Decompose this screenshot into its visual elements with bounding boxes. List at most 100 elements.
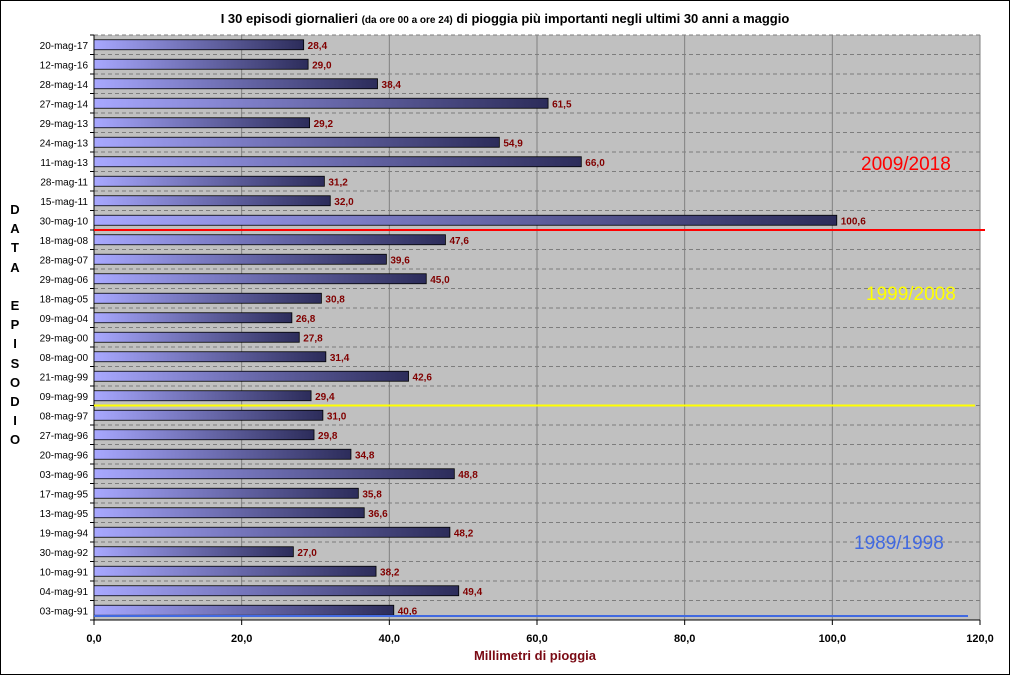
value-label: 47,6	[449, 236, 469, 247]
y-axis-label-letter: A	[10, 259, 20, 275]
value-label: 31,2	[328, 177, 348, 188]
category-label: 04-mag-91	[40, 587, 89, 598]
category-label: 17-mag-95	[40, 489, 89, 500]
bar	[93, 78, 378, 90]
value-label: 61,5	[552, 99, 572, 110]
category-label: 29-mag-00	[40, 333, 89, 344]
x-tick-label: 120,0	[966, 633, 994, 645]
bar	[93, 526, 451, 538]
category-label: 19-mag-94	[40, 528, 89, 539]
value-label: 28,4	[308, 41, 328, 52]
y-axis-label-letter	[7, 277, 23, 296]
x-axis-label: Millimetri di pioggia	[473, 648, 597, 663]
category-label: 03-mag-91	[40, 606, 89, 617]
category-label: 28-mag-07	[40, 255, 89, 266]
value-label: 31,0	[327, 411, 347, 422]
bar	[93, 234, 446, 246]
bar	[93, 136, 500, 148]
value-label: 48,8	[458, 470, 478, 481]
y-axis-label-letter: O	[9, 432, 21, 448]
bar	[93, 292, 322, 304]
value-label: 36,6	[368, 509, 388, 520]
x-tick-label: 40,0	[379, 633, 400, 645]
x-tick-label: 20,0	[231, 633, 252, 645]
bar	[93, 351, 327, 363]
bar	[93, 331, 300, 343]
bar	[93, 117, 310, 129]
value-label: 29,0	[312, 60, 332, 71]
value-label: 29,4	[315, 392, 335, 403]
value-label: 66,0	[585, 158, 605, 169]
bar	[93, 214, 838, 226]
category-label: 08-mag-00	[40, 353, 89, 364]
bar	[93, 97, 549, 109]
bar	[93, 546, 294, 558]
value-label: 34,8	[355, 450, 375, 461]
value-label: 54,9	[503, 138, 523, 149]
bar	[93, 487, 359, 499]
value-label: 29,2	[314, 119, 334, 130]
value-label: 45,0	[430, 275, 450, 286]
value-label: 38,4	[382, 80, 402, 91]
value-label: 35,8	[362, 489, 382, 500]
category-label: 30-mag-92	[40, 548, 89, 559]
x-tick-label: 60,0	[526, 633, 547, 645]
bar	[93, 39, 305, 51]
bar	[93, 58, 309, 70]
chart-title: I 30 episodi giornalieri (da ore 00 a or…	[220, 11, 790, 26]
bar	[93, 273, 427, 285]
category-label: 15-mag-11	[40, 197, 88, 208]
category-label: 29-mag-06	[40, 275, 89, 286]
category-label: 30-mag-10	[40, 216, 89, 227]
bar	[93, 156, 582, 168]
y-axis-label-letter: I	[13, 413, 17, 429]
value-label: 32,0	[334, 197, 354, 208]
category-label: 24-mag-13	[40, 138, 89, 149]
category-label: 28-mag-11	[40, 177, 88, 188]
category-label: 27-mag-96	[40, 431, 89, 442]
category-label: 08-mag-97	[40, 411, 89, 422]
value-label: 26,8	[296, 314, 316, 325]
category-label: 18-mag-05	[40, 294, 89, 305]
category-label: 27-mag-14	[40, 99, 89, 110]
category-label: 20-mag-96	[40, 450, 89, 461]
bar	[93, 312, 293, 324]
y-axis-label-letter: S	[10, 355, 20, 371]
value-label: 38,2	[380, 567, 400, 578]
bar	[93, 195, 331, 207]
category-label: 10-mag-91	[40, 567, 89, 578]
bar	[93, 604, 395, 616]
value-label: 100,6	[841, 216, 866, 227]
bar	[93, 429, 315, 441]
x-tick-label: 100,0	[819, 633, 847, 645]
category-label: 12-mag-16	[40, 60, 89, 71]
category-label: 28-mag-14	[40, 80, 89, 91]
category-label: 20-mag-17	[40, 41, 89, 52]
bar	[93, 253, 387, 265]
value-label: 27,0	[297, 548, 317, 559]
value-label: 49,4	[463, 587, 483, 598]
bar	[93, 448, 352, 460]
y-axis-label-letter: I	[13, 336, 17, 352]
category-label: 09-mag-04	[40, 314, 89, 325]
bar	[93, 468, 455, 480]
category-label: 21-mag-99	[40, 372, 89, 383]
category-label: 03-mag-96	[40, 470, 89, 481]
bar	[93, 565, 377, 577]
value-label: 30,8	[325, 294, 345, 305]
bar	[93, 370, 409, 382]
bar	[93, 507, 365, 519]
period-label-1999-2008: 1999/2008	[866, 284, 956, 305]
x-tick-label: 0,0	[86, 633, 101, 645]
value-label: 39,6	[390, 255, 410, 266]
y-axis-label-letter: E	[10, 298, 20, 314]
value-label: 29,8	[318, 431, 338, 442]
y-axis-label-letter: A	[10, 221, 20, 237]
bar	[93, 409, 324, 421]
x-tick-label: 80,0	[674, 633, 695, 645]
value-label: 31,4	[330, 353, 350, 364]
bar	[93, 175, 325, 187]
category-label: 18-mag-08	[40, 236, 89, 247]
